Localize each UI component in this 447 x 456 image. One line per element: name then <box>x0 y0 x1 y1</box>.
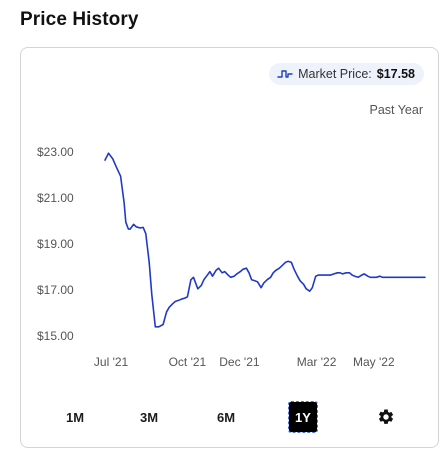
period-button-3m[interactable]: 3M <box>139 409 159 425</box>
price-history-card: Market Price: $17.58 Past Year $15.00 $17… <box>20 47 439 448</box>
y-tick-label: $17.00 <box>37 283 74 297</box>
price-line-chart: $15.00 $17.00 $19.00 $21.00 $23.00 Jul '21 Oct… <box>37 145 426 369</box>
x-tick-label: May '22 <box>353 355 395 369</box>
market-price-value: $17.58 <box>376 67 415 81</box>
gear-icon[interactable] <box>377 408 395 426</box>
x-tick-label: Jul '21 <box>94 355 129 369</box>
y-tick-label: $15.00 <box>37 329 74 343</box>
price-step-icon <box>277 70 293 78</box>
market-price-label: Market Price: <box>298 67 372 81</box>
x-tick-label: Dec '21 <box>219 355 260 369</box>
y-tick-label: $21.00 <box>37 191 74 205</box>
y-tick-label: $23.00 <box>37 145 74 159</box>
period-button-1m[interactable]: 1M <box>65 409 85 425</box>
y-tick-label: $19.00 <box>37 237 74 251</box>
price-series-line <box>104 152 426 328</box>
period-selector: 1M 3M 6M 1Y <box>21 401 440 433</box>
period-button-1y[interactable]: 1Y <box>288 401 318 433</box>
market-price-badge: Market Price: $17.58 <box>269 63 424 85</box>
section-title: Price History <box>20 9 139 30</box>
x-tick-label: Oct '21 <box>169 355 207 369</box>
x-tick-label: Mar '22 <box>297 355 337 369</box>
range-label: Past Year <box>369 103 423 117</box>
period-button-6m[interactable]: 6M <box>216 409 236 425</box>
